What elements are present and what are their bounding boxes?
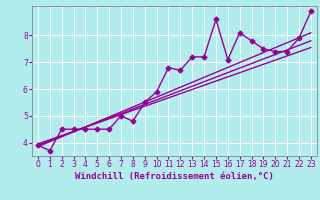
X-axis label: Windchill (Refroidissement éolien,°C): Windchill (Refroidissement éolien,°C) — [75, 172, 274, 181]
